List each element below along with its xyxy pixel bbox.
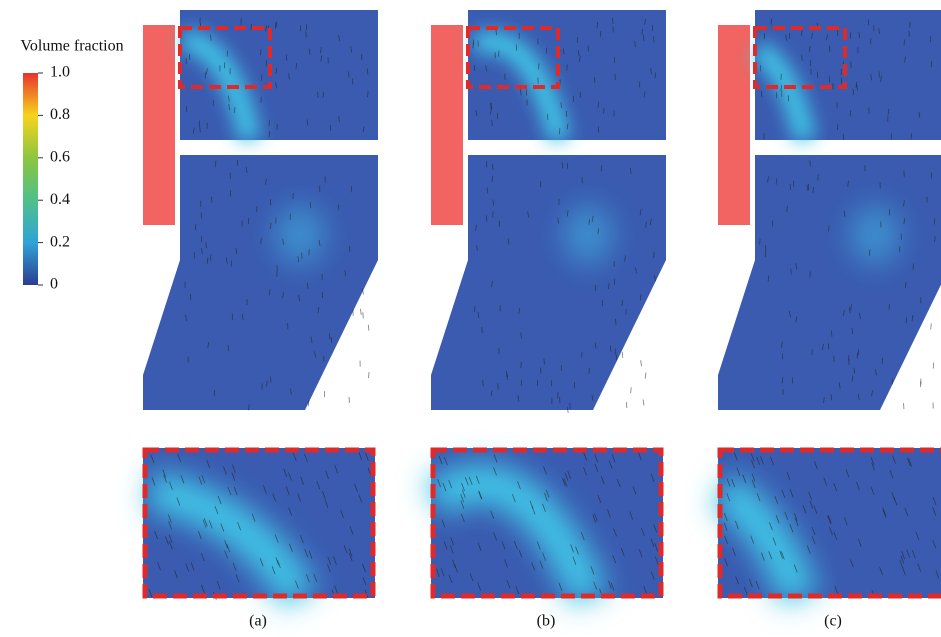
inlet xyxy=(431,25,463,225)
vector xyxy=(933,363,934,369)
vector xyxy=(643,399,644,405)
vector xyxy=(631,387,632,393)
colorbar-tick-label: 0.4 xyxy=(50,191,70,208)
vector xyxy=(625,256,626,262)
colorbar-tick-label: 1.0 xyxy=(50,64,70,81)
plume-lower xyxy=(563,205,613,265)
vector xyxy=(538,78,539,84)
vector xyxy=(817,72,818,78)
vector xyxy=(761,91,762,97)
vector xyxy=(558,217,559,223)
vector xyxy=(882,358,883,364)
vector xyxy=(589,219,590,225)
vector xyxy=(349,71,350,77)
inlet xyxy=(143,25,175,225)
vector xyxy=(498,383,499,389)
vector xyxy=(270,223,271,229)
vector xyxy=(349,246,350,252)
vector xyxy=(646,222,647,228)
colorbar-tick-label: 0.6 xyxy=(50,148,70,165)
vector xyxy=(307,119,308,125)
panels: (a) (b) (c) xyxy=(143,10,941,630)
panel-label: (b) xyxy=(537,613,556,630)
panel-label: (a) xyxy=(249,613,267,630)
vector xyxy=(935,236,936,242)
vector xyxy=(306,31,307,37)
vector xyxy=(615,74,616,80)
colorbar xyxy=(23,73,38,285)
vector xyxy=(641,360,642,366)
panel: (a) xyxy=(143,10,378,630)
vector xyxy=(869,249,870,255)
vector xyxy=(296,63,297,69)
vector xyxy=(369,372,370,378)
colorbar-tick-label: 0 xyxy=(50,276,58,293)
vector xyxy=(260,49,261,55)
vector xyxy=(368,325,369,331)
vector xyxy=(853,89,854,95)
vector xyxy=(645,373,646,379)
panel-label: (c) xyxy=(824,613,842,630)
colorbar-tick-label: 0.2 xyxy=(50,233,70,250)
panel: (c) xyxy=(718,10,941,630)
vector xyxy=(931,323,932,329)
vector xyxy=(610,346,611,352)
vector xyxy=(626,402,627,408)
lower-domain xyxy=(718,155,941,410)
vector xyxy=(493,211,494,217)
vector xyxy=(791,269,792,275)
vector xyxy=(361,309,362,315)
vector xyxy=(492,120,493,126)
plume-lower xyxy=(275,205,325,265)
lower-domain xyxy=(431,155,666,410)
vector xyxy=(787,206,788,212)
figure: Volume fraction (a) (b) (c) 1.0 0.8 0.6 0.4 0.… xyxy=(0,0,941,637)
vector xyxy=(622,352,623,358)
inlet xyxy=(718,25,750,225)
panel: (b) xyxy=(431,10,666,630)
vector xyxy=(367,68,368,74)
colorbar-title: Volume fraction xyxy=(20,38,123,55)
lower-domain xyxy=(143,155,378,410)
plume-lower xyxy=(850,205,900,265)
colorbar-tick-label: 0.8 xyxy=(50,106,70,123)
vector xyxy=(277,265,278,271)
vector xyxy=(200,126,201,132)
